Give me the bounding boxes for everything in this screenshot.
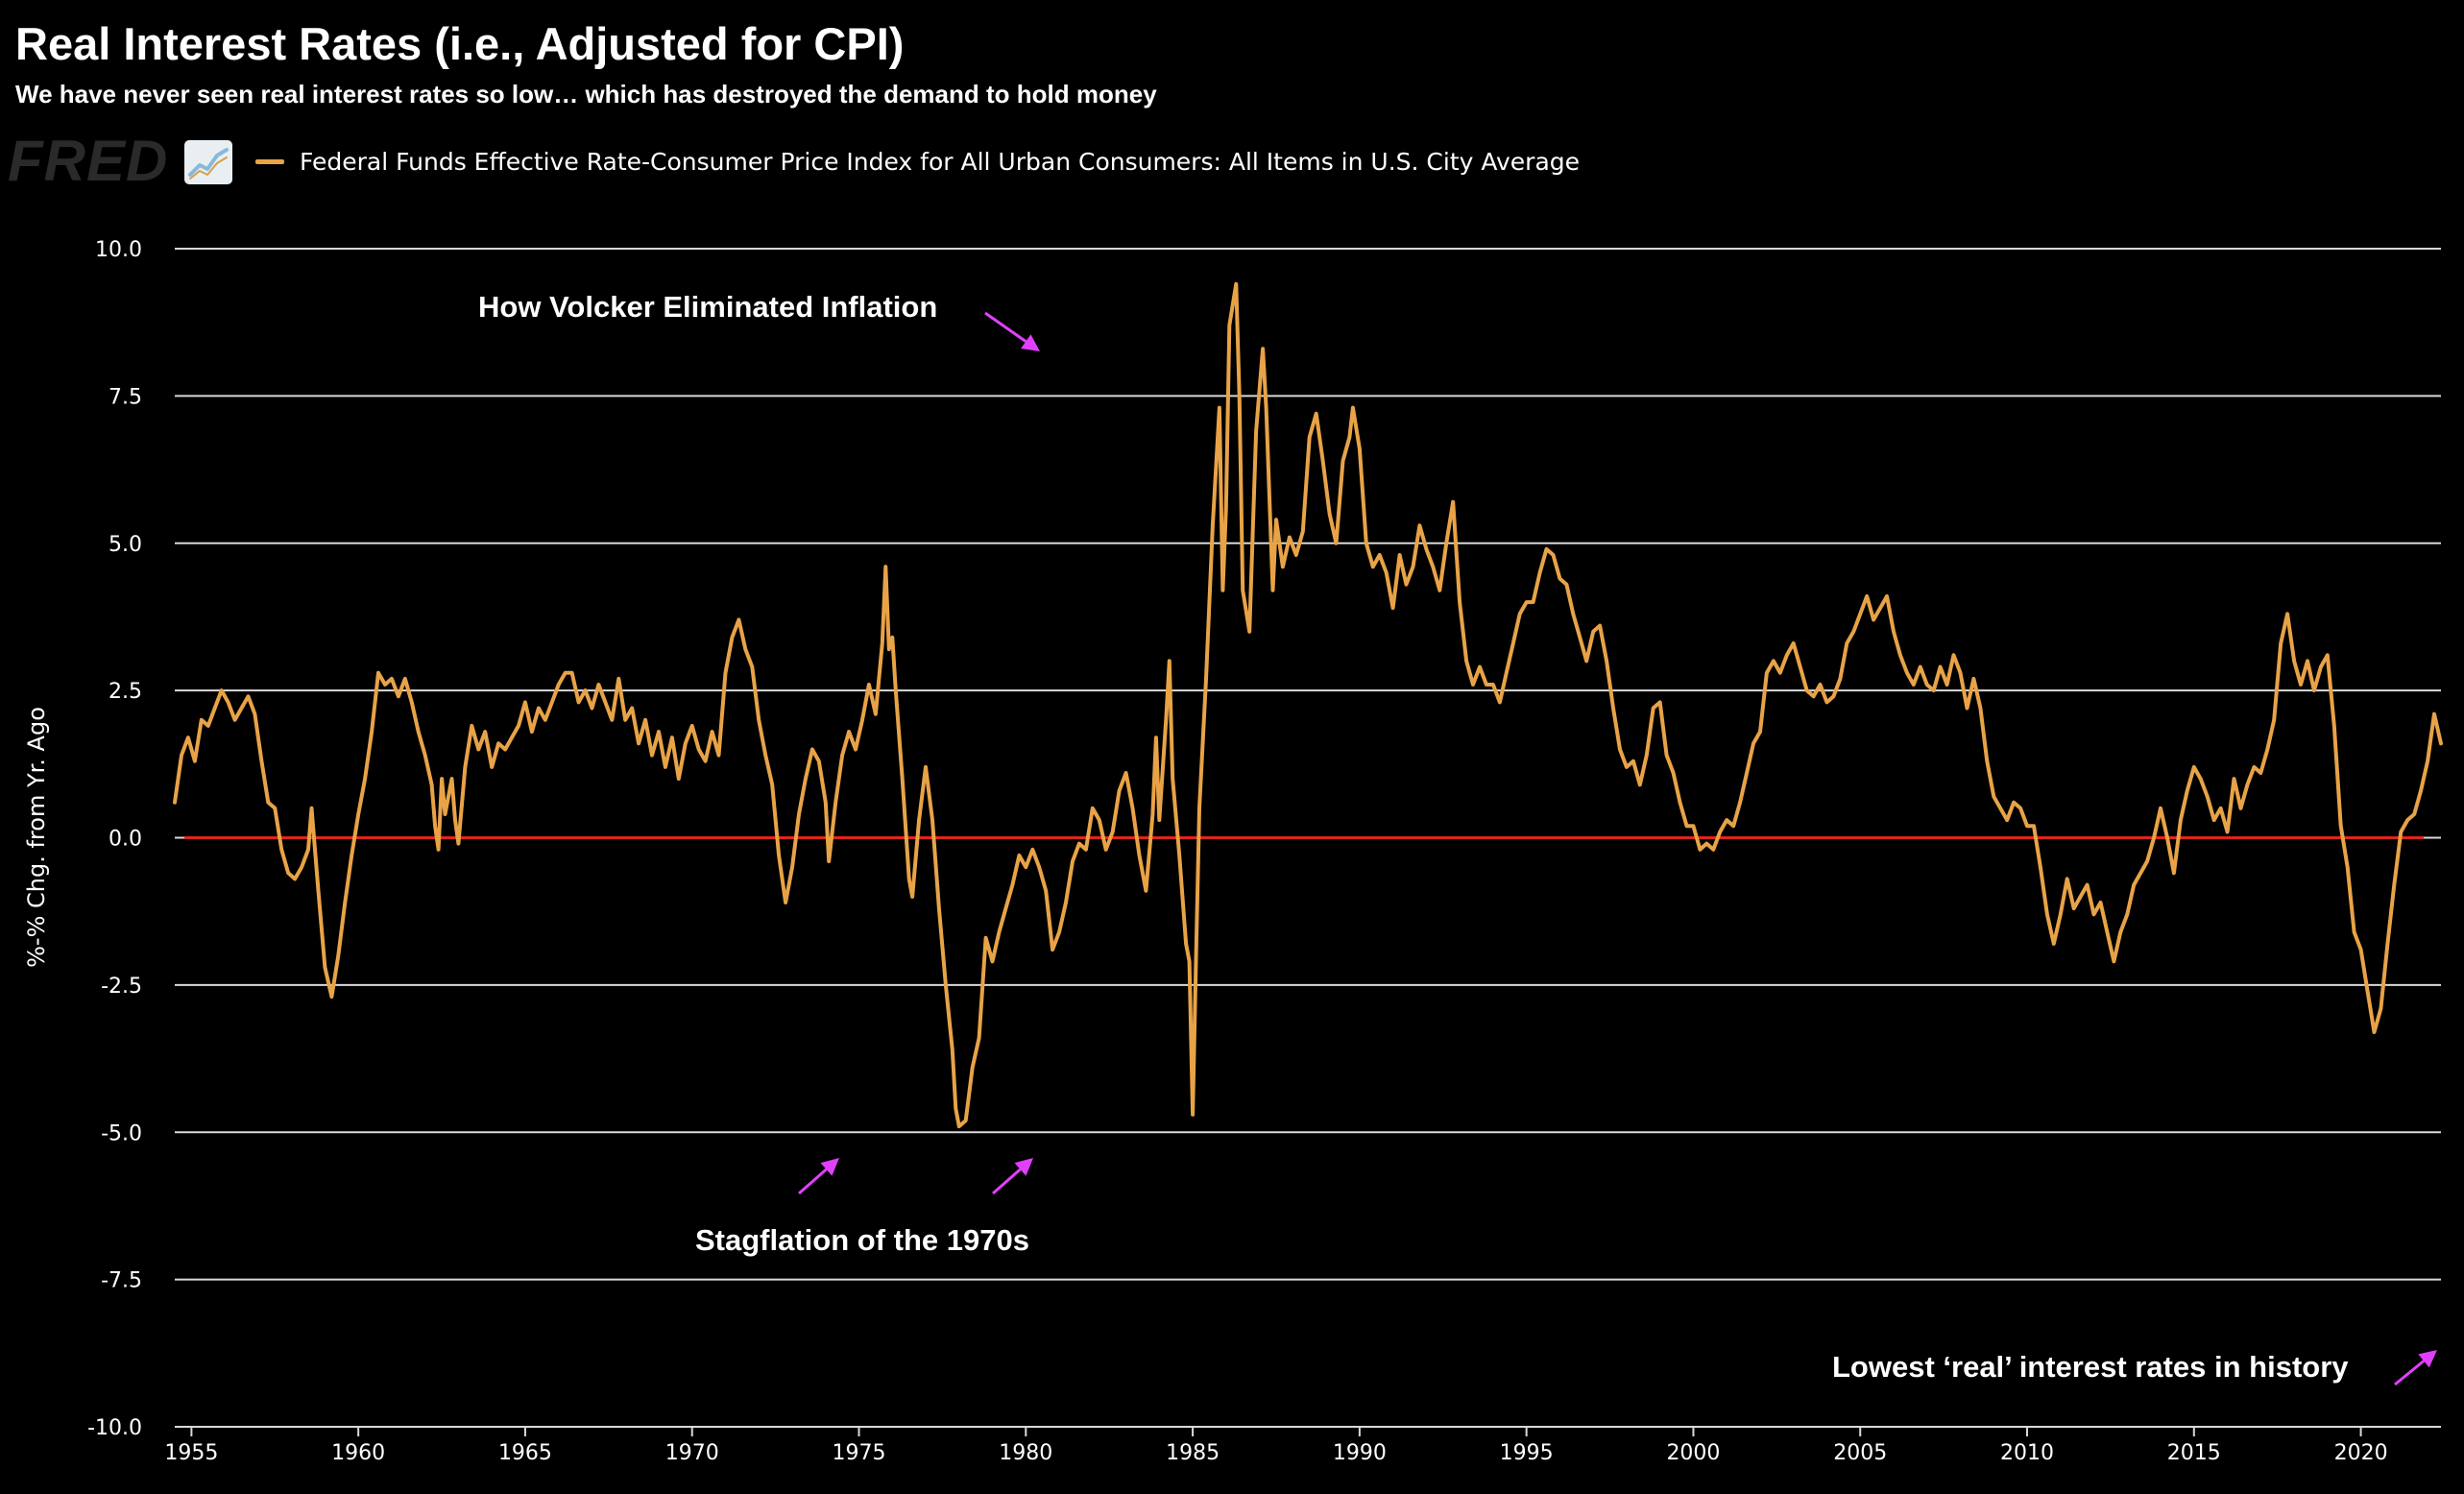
legend: Federal Funds Effective Rate-Consumer Pr… [255, 144, 1580, 179]
y-axis-label: %-% Chg. from Yr. Ago [23, 707, 50, 968]
page-subtitle: We have never seen real interest rates s… [15, 80, 1157, 108]
stagflation-arrow-1 [798, 1158, 839, 1195]
legend-swatch [255, 158, 284, 164]
y-tick-label: 5.0 [109, 533, 142, 557]
annotation-lowest-rates: Lowest ‘real’ interest rates in history [1832, 1350, 2349, 1384]
y-tick-label: 2.5 [109, 680, 142, 704]
x-tick-label: 2000 [1666, 1441, 1720, 1465]
y-tick-label: -7.5 [101, 1269, 142, 1293]
y-tick-label: -5.0 [101, 1121, 142, 1145]
annotation-stagflation: Stagflation of the 1970s [695, 1223, 1029, 1257]
annotation-volcker: How Volcker Eliminated Inflation [478, 290, 938, 324]
x-tick-label: 1960 [331, 1441, 385, 1465]
x-tick-label: 2005 [1833, 1441, 1887, 1465]
arrow-layer [798, 311, 2437, 1386]
legend-label: Federal Funds Effective Rate-Consumer Pr… [300, 147, 1581, 176]
x-tick-label: 1970 [665, 1441, 719, 1465]
x-tick-label: 1985 [1166, 1441, 1220, 1465]
series-line [173, 281, 2443, 1129]
volcker-arrow [984, 311, 1040, 351]
axis-layer: 10.0 7.5 5.0 2.5 0.0 -2.5 -5.0 -7.5 -10.0 1955 196… [87, 238, 2388, 1465]
line-graph-icon [184, 140, 232, 184]
y-tick-label: 0.0 [109, 828, 142, 852]
x-tick-label: 2015 [2167, 1441, 2221, 1465]
page-title: Real Interest Rates (i.e., Adjusted for … [15, 18, 905, 69]
x-tick-label: 2020 [2334, 1441, 2388, 1465]
lowest-rates-arrow [2394, 1350, 2437, 1386]
x-tick-label: 1990 [1333, 1441, 1387, 1465]
fred-logo: FRED [8, 129, 169, 193]
x-tick-label: 1980 [999, 1441, 1052, 1465]
stagflation-arrow-2 [992, 1158, 1033, 1195]
y-tick-label: -2.5 [101, 975, 142, 999]
x-tick-label: 1975 [833, 1441, 886, 1465]
x-tick-label: 1965 [498, 1441, 552, 1465]
y-tick-label: -10.0 [87, 1416, 142, 1440]
y-tick-label: 7.5 [109, 385, 142, 409]
x-tick-label: 1955 [164, 1441, 218, 1465]
x-tick-label: 2010 [2000, 1441, 2054, 1465]
x-tick-label: 1995 [1500, 1441, 1554, 1465]
y-tick-label: 10.0 [95, 238, 142, 262]
